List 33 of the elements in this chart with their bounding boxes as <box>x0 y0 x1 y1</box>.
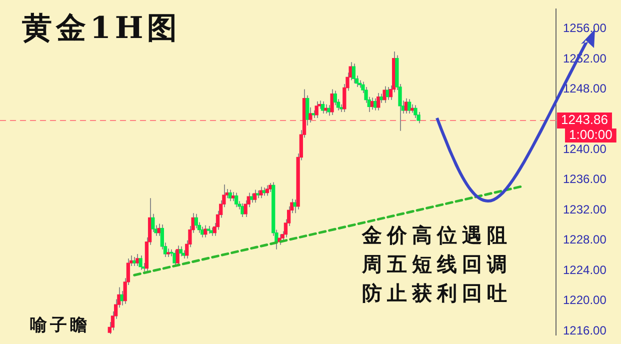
candlestick <box>176 245 180 267</box>
annotation: 防止获利回吐 <box>362 281 507 306</box>
candlestick <box>352 63 356 84</box>
y-tick-label: 1220.00 <box>563 293 607 308</box>
y-tick-label: 1240.00 <box>563 142 607 156</box>
candlestick <box>382 86 386 104</box>
candlestick <box>330 88 334 116</box>
ref-line-label: 1243.86 <box>561 112 608 128</box>
candlestick <box>151 213 155 233</box>
y-tick-label: 1248.00 <box>563 82 607 96</box>
candlestick <box>178 246 183 257</box>
y-tick-label: 1256.00 <box>563 21 607 36</box>
candlestick <box>253 189 257 204</box>
candlestick <box>120 290 124 306</box>
y-tick-label: 1236.00 <box>563 172 607 186</box>
candlestick <box>138 254 142 270</box>
candlestick <box>204 224 208 238</box>
y-tick-label: 1228.00 <box>563 232 607 247</box>
annotation: 喻子瞻 <box>30 315 87 336</box>
candlestick <box>194 213 198 229</box>
y-tick-label: 1224.00 <box>563 262 607 277</box>
y-tick-label: 1216.00 <box>563 323 607 338</box>
annotation: 金价高位遇阻 <box>361 223 507 248</box>
candlestick <box>172 250 176 267</box>
candlestick <box>228 189 232 202</box>
candlestick <box>407 98 412 114</box>
candlestick <box>306 94 310 126</box>
candlestick <box>157 223 161 236</box>
y-tick-label: 1232.00 <box>563 202 607 216</box>
candlestick <box>308 106 312 124</box>
text: 1:00:00 <box>569 127 612 142</box>
annotation: 周五短线回调 <box>361 252 507 276</box>
candlestick <box>234 192 238 208</box>
